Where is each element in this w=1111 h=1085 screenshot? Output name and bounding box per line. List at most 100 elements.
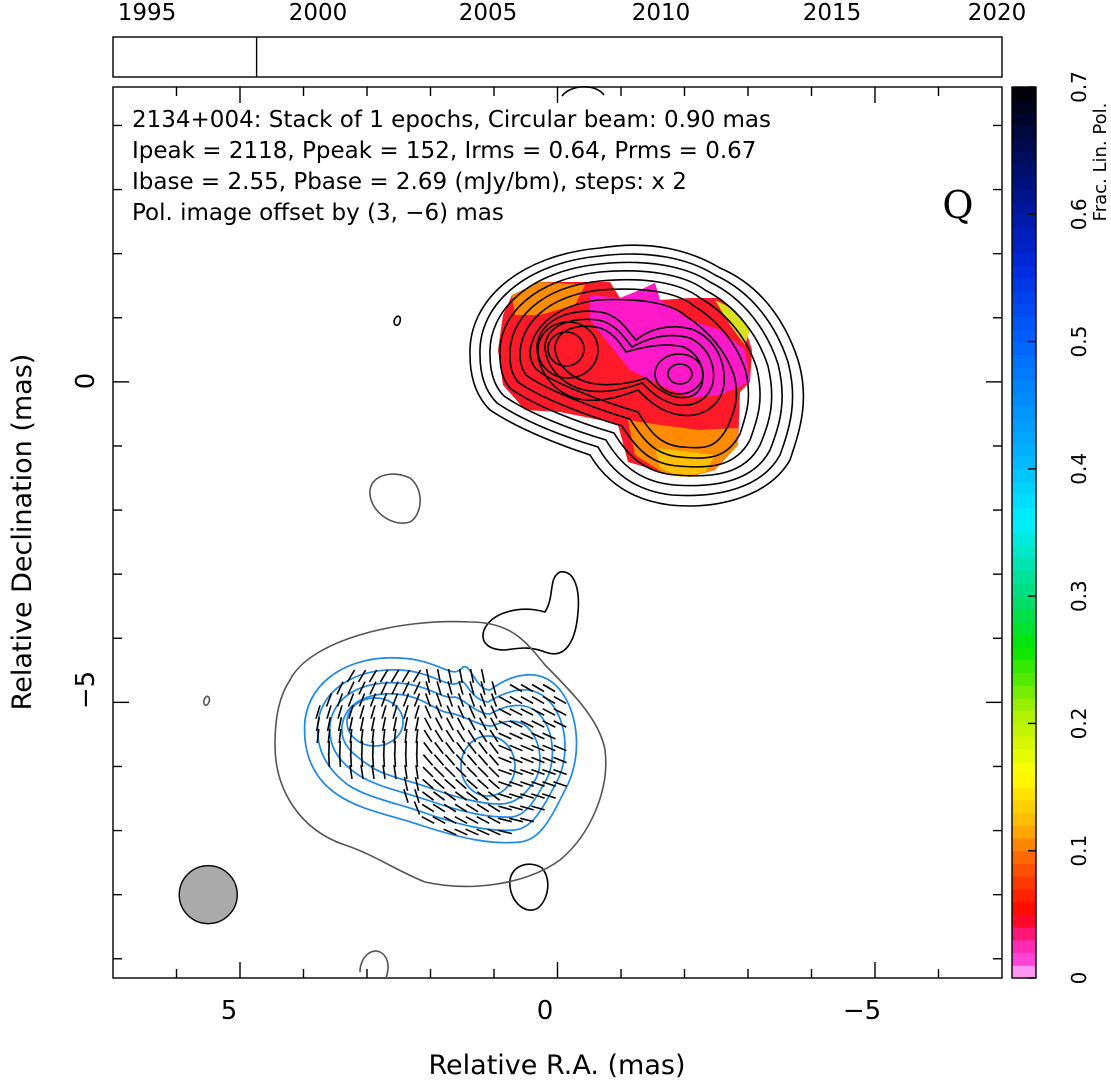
- evpa-vector: [391, 693, 399, 707]
- colorbar-swatch: [1012, 125, 1036, 139]
- stokes-i-contour: [489, 261, 783, 487]
- evpa-vector: [393, 752, 397, 768]
- evpa-vector: [433, 754, 445, 766]
- evpa-vector: [444, 778, 456, 790]
- y-tick-label: −5: [71, 671, 101, 709]
- evpa-vector: [402, 693, 410, 707]
- colorbar-swatch: [1012, 99, 1036, 114]
- evpa-vector: [390, 669, 400, 683]
- evpa-vector: [509, 793, 523, 799]
- evpa-vector: [531, 744, 545, 752]
- evpa-vector: [421, 791, 435, 801]
- evpa-vector: [348, 716, 354, 732]
- gray-contour: [359, 950, 389, 979]
- x-axis-label: Relative R.A. (mas): [429, 1050, 686, 1081]
- evpa-vector: [457, 705, 465, 719]
- evpa-vector: [553, 768, 567, 776]
- evpa-vector: [489, 717, 499, 731]
- evpa-vector: [520, 744, 534, 752]
- evpa-vector: [454, 803, 468, 813]
- evpa-vector: [498, 805, 512, 811]
- frac-pol-orange-patch: [628, 420, 738, 477]
- evpa-vector: [359, 716, 365, 732]
- evpa-vector: [465, 828, 479, 836]
- colorbar-swatch: [1012, 290, 1036, 304]
- evpa-vector: [498, 768, 512, 776]
- evpa-vector: [337, 716, 343, 732]
- colorbar-swatch: [1012, 494, 1036, 508]
- colorbar-swatch: [1012, 570, 1036, 585]
- evpa-vectors: [315, 668, 567, 836]
- colorbar-swatch: [1012, 863, 1036, 877]
- evpa-vector: [424, 705, 432, 719]
- evpa-vector: [531, 732, 545, 740]
- colorbar-swatch: [1012, 927, 1036, 941]
- evpa-vector: [434, 729, 444, 743]
- evpa-vector: [455, 754, 467, 766]
- evpa-vector: [401, 669, 411, 683]
- colorbar-swatch: [1012, 647, 1036, 661]
- evpa-vector: [479, 693, 487, 707]
- colorbar-swatch: [1012, 532, 1036, 546]
- evpa-vector: [443, 815, 457, 825]
- evpa-vector: [414, 789, 420, 803]
- evpa-vector: [553, 695, 567, 705]
- evpa-vector: [371, 752, 375, 768]
- timeline-frame: [112, 36, 1003, 78]
- evpa-vector: [423, 729, 433, 743]
- evpa-vector: [315, 716, 321, 732]
- evpa-vector: [509, 744, 523, 752]
- evpa-vector: [455, 766, 467, 778]
- evpa-vector: [443, 803, 457, 813]
- stokes-i-contour: [469, 244, 805, 507]
- evpa-vector: [414, 777, 420, 791]
- colorbar-swatch: [1012, 188, 1036, 203]
- colorbar-swatch: [1012, 621, 1036, 635]
- evpa-vector: [370, 705, 376, 719]
- stokes-i-contour: [554, 325, 704, 399]
- colorbar-swatch: [1012, 761, 1036, 775]
- stokes-i-contour: [479, 253, 794, 497]
- evpa-vector: [466, 766, 478, 778]
- evpa-vector: [498, 744, 512, 752]
- evpa-vector: [445, 729, 455, 743]
- colorbar-swatch: [1012, 176, 1036, 190]
- colorbar-swatch: [1012, 965, 1036, 979]
- timeline-year-label: 2020: [968, 0, 1027, 26]
- evpa-vector: [455, 778, 467, 790]
- evpa-vector: [509, 720, 523, 728]
- evpa-vector: [338, 752, 342, 768]
- evpa-vector: [487, 791, 501, 801]
- evpa-vector: [498, 817, 512, 823]
- evpa-vector: [425, 668, 431, 684]
- evpa-vector: [520, 817, 534, 823]
- evpa-vector: [403, 705, 409, 719]
- evpa-vector: [458, 681, 464, 695]
- gray-contour: [369, 473, 421, 524]
- evpa-vector: [423, 741, 433, 755]
- evpa-vector: [336, 693, 344, 707]
- evpa-vector: [520, 793, 534, 799]
- stokes-i-contour: [544, 318, 715, 407]
- colorbar-ticks: 0 0.1 0.2 0.3 0.4 0.5 0.6 0.7: [1028, 71, 1091, 984]
- evpa-vector: [338, 728, 342, 744]
- evpa-vector: [490, 693, 498, 707]
- frac-pol-yellow-edge: [715, 300, 750, 345]
- colorbar-swatch: [1012, 914, 1036, 928]
- pol-contour: [346, 697, 404, 747]
- evpa-vector: [458, 668, 464, 684]
- evpa-vector: [403, 789, 409, 803]
- evpa-vector: [382, 764, 386, 780]
- evpa-vector: [360, 764, 364, 780]
- evpa-vector: [520, 805, 534, 811]
- evpa-vector: [467, 717, 477, 731]
- x-tick-label: 0: [537, 996, 554, 1026]
- stokes-i-contour: [509, 278, 761, 468]
- gray-contour: [274, 620, 607, 888]
- colorbar-swatch: [1012, 608, 1036, 623]
- stokes-i-contour-blob: [393, 315, 402, 327]
- colorbar-swatch: [1012, 545, 1036, 559]
- evpa-vector: [434, 717, 444, 731]
- colorbar-swatch: [1012, 214, 1036, 228]
- evpa-vector: [404, 764, 408, 780]
